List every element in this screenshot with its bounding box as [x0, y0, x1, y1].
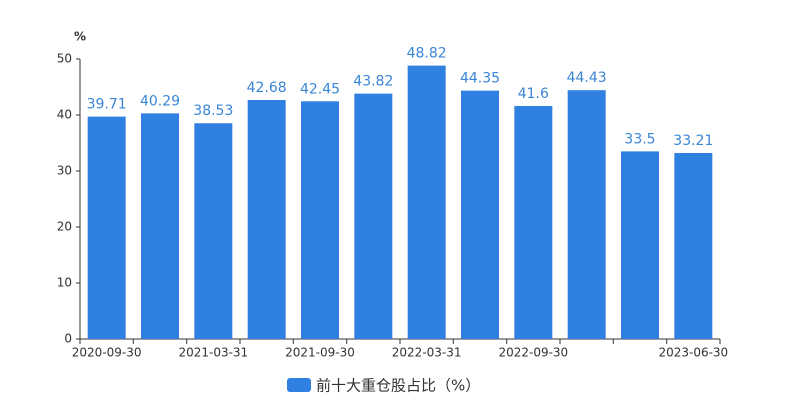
value-label: 44.35 — [460, 71, 500, 87]
bar — [141, 113, 179, 339]
value-label: 48.82 — [407, 46, 447, 62]
bar — [621, 151, 659, 339]
value-label: 40.29 — [140, 93, 180, 109]
bar — [194, 123, 233, 340]
y-unit: % — [74, 30, 86, 44]
bar — [407, 65, 446, 339]
bar — [301, 101, 339, 339]
x-tick-label: 2023-06-30 — [658, 346, 728, 360]
x-tick-label: 2020-09-30 — [72, 346, 142, 360]
y-tick-label: 50 — [57, 52, 72, 66]
bar — [674, 153, 713, 339]
value-label: 33.5 — [624, 131, 655, 147]
x-tick-label: 2022-03-31 — [392, 346, 462, 360]
x-tick-label: 2021-03-31 — [178, 346, 248, 360]
y-tick-label: 30 — [57, 164, 72, 178]
bar — [354, 93, 393, 339]
y-tick-label: 40 — [57, 108, 72, 122]
bar — [514, 106, 553, 339]
value-label: 42.45 — [300, 81, 340, 97]
bar — [461, 90, 499, 339]
value-label: 33.21 — [673, 133, 713, 149]
value-label: 38.53 — [193, 103, 233, 119]
legend-label: 前十大重仓股占比（%） — [316, 377, 480, 395]
value-label: 39.71 — [87, 97, 127, 113]
bar — [567, 90, 606, 339]
value-label: 43.82 — [353, 74, 393, 90]
x-tick-label: 2021-09-30 — [285, 346, 355, 360]
value-label: 42.68 — [247, 80, 287, 96]
y-tick-label: 10 — [57, 276, 72, 290]
y-tick-label: 20 — [57, 220, 72, 234]
bar — [87, 116, 126, 340]
bar — [247, 99, 286, 339]
legend-swatch — [287, 378, 311, 392]
value-label: 44.43 — [567, 70, 607, 86]
value-label: 41.6 — [518, 86, 549, 102]
y-tick-label: 0 — [64, 332, 72, 346]
x-tick-label: 2022-09-30 — [498, 346, 568, 360]
